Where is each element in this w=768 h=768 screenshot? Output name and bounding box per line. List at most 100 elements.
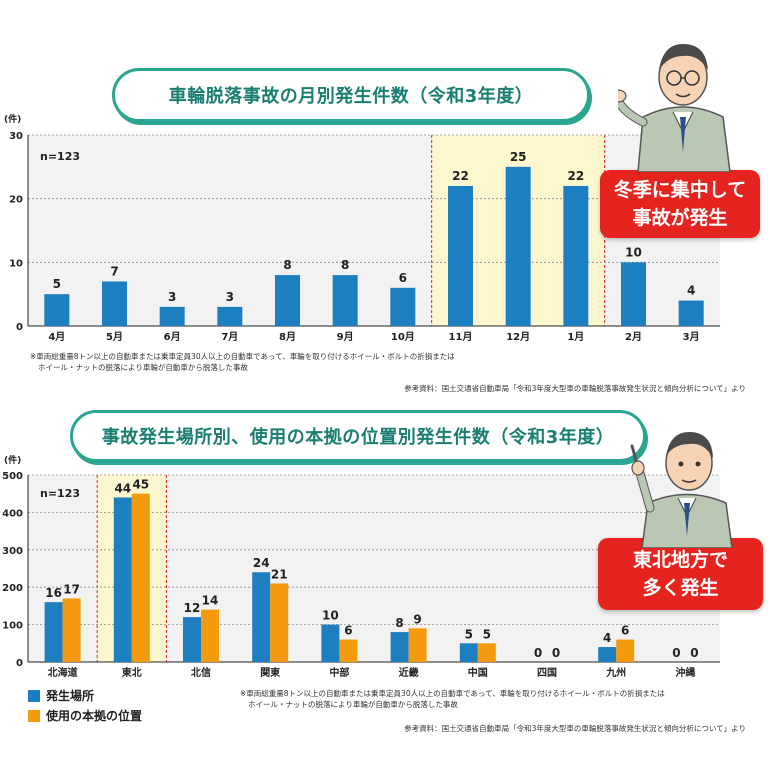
x-tick-label: 12月 [506,331,530,343]
data-label: 8 [395,616,403,630]
legend-label-location: 発生場所 [46,689,95,703]
data-label: 21 [271,567,288,581]
data-label: 44 [114,481,131,495]
x-tick-label: 北信 [191,666,211,679]
bar-base [201,609,219,662]
legend-swatch-orange [28,709,40,722]
chart1-note-line2: ホイール・ナットの脱落により車輪が自動車から脱落した事故 [38,363,248,372]
bar-base [408,628,427,662]
data-label: 3 [168,290,176,304]
data-label: 3 [226,290,234,304]
y-tick-label: 0 [16,322,23,333]
data-label: 0 [672,646,680,660]
y-unit-label: (件) [4,113,21,125]
data-label: 8 [341,258,349,272]
x-tick-label: 関東 [260,666,280,679]
data-label: 8 [283,258,291,272]
x-tick-label: 5月 [106,331,123,343]
x-tick-label: 沖縄 [675,666,695,679]
bar-location [44,602,63,662]
x-tick-label: 11月 [449,331,473,343]
bar [621,262,646,326]
legend-item-location: 発生場所 [28,687,94,704]
bar-base [339,639,358,662]
data-label: 12 [184,601,201,615]
chart1-callout-line2: 事故が発生 [632,207,728,229]
bar-base [616,639,635,662]
chart1-callout: 冬季に集中して 事故が発生 [600,170,760,238]
data-label: 0 [552,646,560,660]
x-tick-label: 四国 [537,667,557,679]
data-label: 25 [510,150,527,164]
chart2-callout: 東北地方で 多く発生 [598,538,763,610]
presenter-illustration-bottom [630,432,733,548]
bar-base [62,598,81,662]
chart1-callout-line1: 冬季に集中して [613,179,747,201]
x-tick-label: 8月 [279,331,296,343]
legend-label-base: 使用の本拠の位置 [46,709,143,723]
chart2-callout-line1: 東北地方で [632,549,728,571]
bar [678,300,704,326]
n-label: n=123 [40,150,80,163]
y-tick-label: 20 [9,195,23,206]
n-label: n=123 [40,487,80,500]
chart2-note: ※車両総重量8トン以上の自動車または乗車定員30人以上の自動車であって、車輪を取… [240,688,665,710]
x-tick-label: 10月 [391,331,415,343]
bar [505,166,531,326]
bar-base [477,643,496,662]
x-tick-label: 2月 [625,331,642,343]
bar-base [131,493,150,662]
bar-location [113,497,132,662]
y-tick-label: 100 [2,621,23,632]
chart1-reference: 参考資料：国土交通省自動車局「令和3年度大型車の車輪脱落事故発生状況と傾向分析に… [404,384,746,393]
data-label: 24 [253,556,270,570]
chart2-callout-line2: 多く発生 [642,577,719,599]
data-label: 0 [534,646,542,660]
y-tick-label: 10 [9,258,23,269]
bar [217,306,243,326]
x-tick-label: 東北 [122,666,142,679]
y-unit-label: (件) [4,454,21,466]
data-label: 22 [452,169,469,183]
data-label: 17 [63,582,80,596]
y-tick-label: 0 [16,658,23,669]
x-tick-label: 近畿 [399,666,419,679]
x-tick-label: 9月 [337,331,354,343]
data-label: 4 [603,631,611,645]
data-label: 5 [483,627,491,641]
y-tick-label: 400 [2,508,23,519]
data-label: 14 [202,594,219,608]
chart1-note: ※車両総重量8トン以上の自動車または乗車定員30人以上の自動車であって、車輪を取… [30,351,455,373]
data-label: 0 [690,646,698,660]
bar [275,275,300,326]
chart1-title: 車輪脱落事故の月別発生件数（令和3年度） [112,68,590,122]
bar-location [459,643,478,662]
x-tick-label: 中部 [329,666,349,679]
bar [563,185,589,326]
x-tick-label: 1月 [567,331,584,343]
bar [332,275,358,326]
presenter-illustration-top [618,44,731,172]
data-label: 9 [413,612,421,626]
legend-swatch-blue [28,689,40,702]
chart1-note-line1: ※車両総重量8トン以上の自動車または乗車定員30人以上の自動車であって、車輪を取… [30,352,455,361]
x-tick-label: 6月 [164,331,181,343]
data-label: 6 [621,624,629,638]
data-label: 6 [344,624,352,638]
bar-base [270,583,289,662]
chart2-reference: 参考資料：国土交通省自動車局「令和3年度大型車の車輪脱落事故発生状況と傾向分析に… [404,724,746,733]
x-tick-label: 4月 [48,331,65,343]
chart2-note-line2: ホイール・ナットの脱落により車輪が自動車から脱落した事故 [248,700,458,709]
legend-item-base: 使用の本拠の位置 [28,707,142,724]
y-tick-label: 30 [9,131,23,142]
data-label: 5 [53,277,61,291]
x-tick-label: 3月 [683,331,700,343]
bar [390,287,416,326]
chart2-note-line1: ※車両総重量8トン以上の自動車または乗車定員30人以上の自動車であって、車輪を取… [240,689,665,698]
data-label: 6 [399,271,407,285]
y-tick-label: 200 [2,583,23,594]
data-label: 22 [567,169,584,183]
bar [159,306,185,326]
bar [448,185,473,326]
bar [102,281,127,326]
